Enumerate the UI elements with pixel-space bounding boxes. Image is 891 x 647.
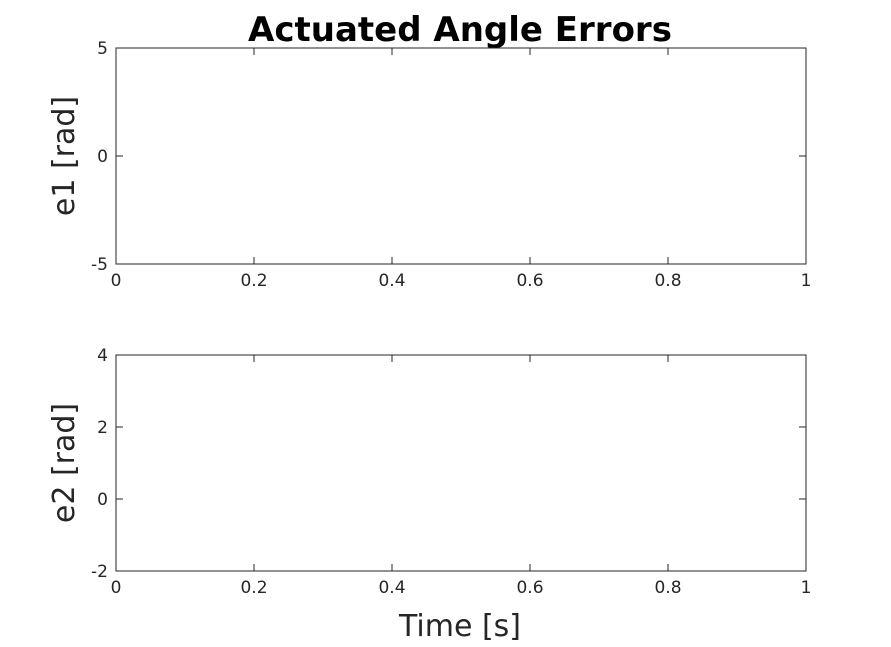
y-tick-label: 5 [97, 39, 108, 59]
y-axis-label: e2 [rad] [47, 403, 82, 523]
y-tick-label: 0 [97, 490, 108, 510]
y-tick-label: -2 [91, 562, 108, 582]
axes-frame [115, 47, 807, 265]
axes-frame [115, 354, 807, 572]
x-axis-label: Time [s] [398, 609, 521, 644]
y-tick-label: 2 [97, 418, 108, 438]
x-tick-label: 0 [111, 578, 122, 598]
y-tick-label: 0 [97, 147, 108, 167]
chart-title: Actuated Angle Errors [248, 10, 672, 50]
y-tick-label: 4 [97, 346, 108, 366]
x-tick-label: 0.2 [240, 271, 267, 291]
x-tick-label: 0.6 [516, 271, 543, 291]
x-tick-label: 0.4 [378, 271, 405, 291]
x-tick-label: 1 [801, 578, 812, 598]
y-axis-label: e1 [rad] [47, 96, 82, 216]
y-tick-label: -5 [91, 255, 108, 275]
x-tick-label: 0 [111, 271, 122, 291]
x-tick-label: 0.8 [654, 578, 681, 598]
x-tick-label: 0.4 [378, 578, 405, 598]
x-tick-label: 0.2 [240, 578, 267, 598]
x-tick-label: 0.6 [516, 578, 543, 598]
x-tick-label: 1 [801, 271, 812, 291]
x-tick-label: 0.8 [654, 271, 681, 291]
